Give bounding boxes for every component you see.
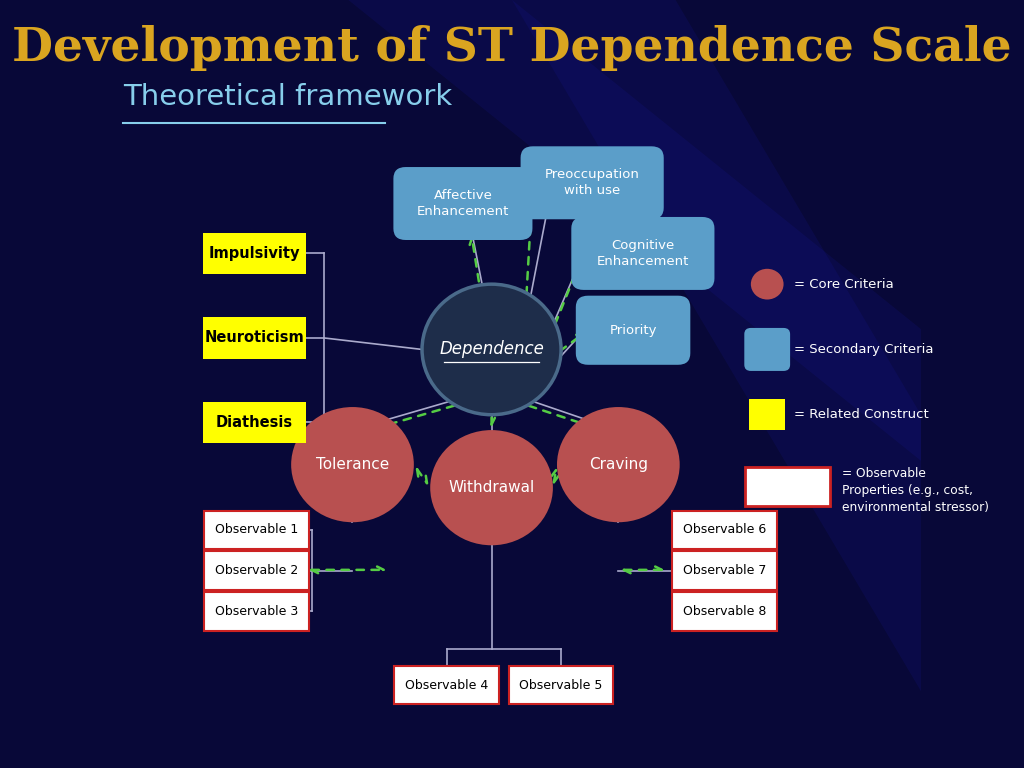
Text: Cognitive
Enhancement: Cognitive Enhancement: [597, 239, 689, 268]
Text: Preoccupation
with use: Preoccupation with use: [545, 168, 640, 197]
Text: Observable 2: Observable 2: [215, 564, 298, 577]
Text: Observable 5: Observable 5: [519, 679, 603, 691]
FancyBboxPatch shape: [203, 317, 306, 359]
Circle shape: [557, 407, 680, 522]
Text: = Related Construct: = Related Construct: [795, 409, 929, 421]
Circle shape: [430, 430, 553, 545]
FancyBboxPatch shape: [509, 666, 613, 704]
Text: Observable: Observable: [750, 480, 825, 493]
Text: Neuroticism: Neuroticism: [205, 330, 304, 346]
Circle shape: [422, 284, 561, 415]
Text: Observable 1: Observable 1: [215, 524, 298, 536]
FancyBboxPatch shape: [673, 551, 777, 590]
FancyBboxPatch shape: [750, 399, 785, 430]
FancyBboxPatch shape: [745, 467, 830, 506]
Polygon shape: [348, 0, 1024, 461]
FancyBboxPatch shape: [205, 551, 309, 590]
Text: Impulsivity: Impulsivity: [209, 246, 300, 261]
Text: Development of ST Dependence Scale: Development of ST Dependence Scale: [12, 25, 1012, 71]
FancyBboxPatch shape: [205, 511, 309, 549]
Text: = Observable
Properties (e.g., cost,
environmental stressor): = Observable Properties (e.g., cost, env…: [842, 467, 988, 514]
FancyBboxPatch shape: [203, 402, 306, 443]
FancyBboxPatch shape: [673, 592, 777, 631]
Circle shape: [291, 407, 414, 522]
Text: Withdrawal: Withdrawal: [449, 480, 535, 495]
Text: Observable 6: Observable 6: [683, 524, 766, 536]
Text: Observable 3: Observable 3: [215, 605, 298, 617]
Text: Diathesis: Diathesis: [216, 415, 293, 430]
Text: Observable 8: Observable 8: [683, 605, 766, 617]
Text: Craving: Craving: [589, 457, 648, 472]
Text: Dependence: Dependence: [439, 340, 544, 359]
Text: = Secondary Criteria: = Secondary Criteria: [795, 343, 934, 356]
FancyBboxPatch shape: [520, 146, 664, 220]
FancyBboxPatch shape: [571, 217, 715, 290]
FancyBboxPatch shape: [673, 511, 777, 549]
Text: Affective
Enhancement: Affective Enhancement: [417, 189, 509, 218]
FancyBboxPatch shape: [575, 296, 690, 365]
FancyBboxPatch shape: [205, 592, 309, 631]
Text: = Core Criteria: = Core Criteria: [795, 278, 894, 290]
Text: Observable 4: Observable 4: [404, 679, 488, 691]
Text: Observable 7: Observable 7: [683, 564, 766, 577]
FancyBboxPatch shape: [394, 666, 499, 704]
FancyBboxPatch shape: [393, 167, 532, 240]
Text: Theoretical framework: Theoretical framework: [124, 83, 453, 111]
FancyBboxPatch shape: [203, 233, 306, 274]
Polygon shape: [512, 0, 1024, 691]
Circle shape: [751, 269, 783, 300]
Text: Tolerance: Tolerance: [315, 457, 389, 472]
Text: Priority: Priority: [609, 324, 656, 336]
FancyBboxPatch shape: [744, 328, 791, 371]
